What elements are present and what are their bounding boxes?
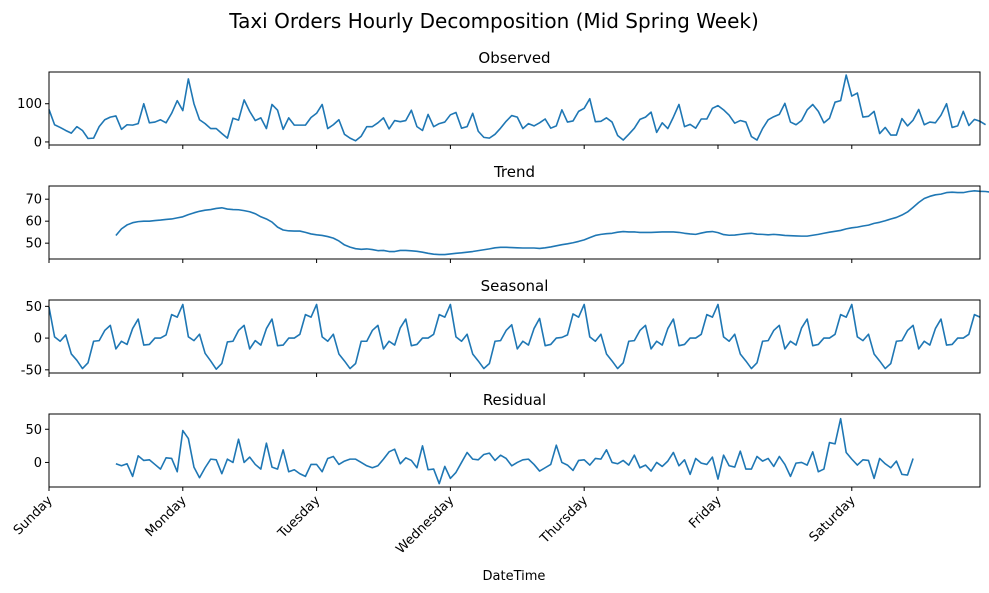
y-tick-label: 100 [17,97,42,112]
y-tick-label: 60 [25,215,42,230]
x-axis-label: DateTime [483,569,546,584]
x-tick-label: Wednesday [393,493,457,557]
x-tick-label: Sunday [11,493,56,538]
series-line-residual [115,417,914,485]
series-line-observed [48,74,986,142]
panel-frame-observed [48,71,981,146]
y-tick-label: 50 [25,423,42,438]
panel-title-trend: Trend [493,163,535,181]
panel-title-seasonal: Seasonal [481,277,549,295]
y-tick-label: 70 [25,193,42,208]
panel-title-observed: Observed [478,49,550,67]
y-tick-label: 0 [34,135,42,150]
series-line-trend [115,190,989,256]
y-tick-label: 0 [34,332,42,347]
figure-title: Taxi Orders Hourly Decomposition (Mid Sp… [228,9,759,33]
panel-residual: Residual 0 50 [25,391,981,491]
panels: Observed0100Trend506070Seasonal-50050Res… [17,49,989,491]
x-tick-label: Thursday [537,493,591,547]
panel-observed: Observed 0 100 [17,49,986,150]
x-axis-ticks: Sunday Monday Tuesday Wednesday Thursday Frid… [11,493,859,557]
y-tick-label: 0 [34,456,42,471]
series-line-seasonal [48,303,981,370]
x-tick-label: Monday [143,493,190,540]
y-tick-label: 50 [25,300,42,315]
panel-seasonal: Seasonal -50 0 50 [21,277,981,378]
y-tick-label: 50 [25,237,42,252]
panel-frame-residual [48,413,981,488]
x-tick-label: Saturday [807,493,859,545]
x-tick-label: Friday [686,493,725,532]
panel-trend: Trend 50 60 70 [25,163,989,263]
panel-frame-seasonal [48,299,981,374]
x-tick-label: Tuesday [275,493,324,542]
y-tick-label: -50 [21,363,42,378]
panel-title-residual: Residual [483,391,546,409]
panel-frame-trend [48,185,981,260]
